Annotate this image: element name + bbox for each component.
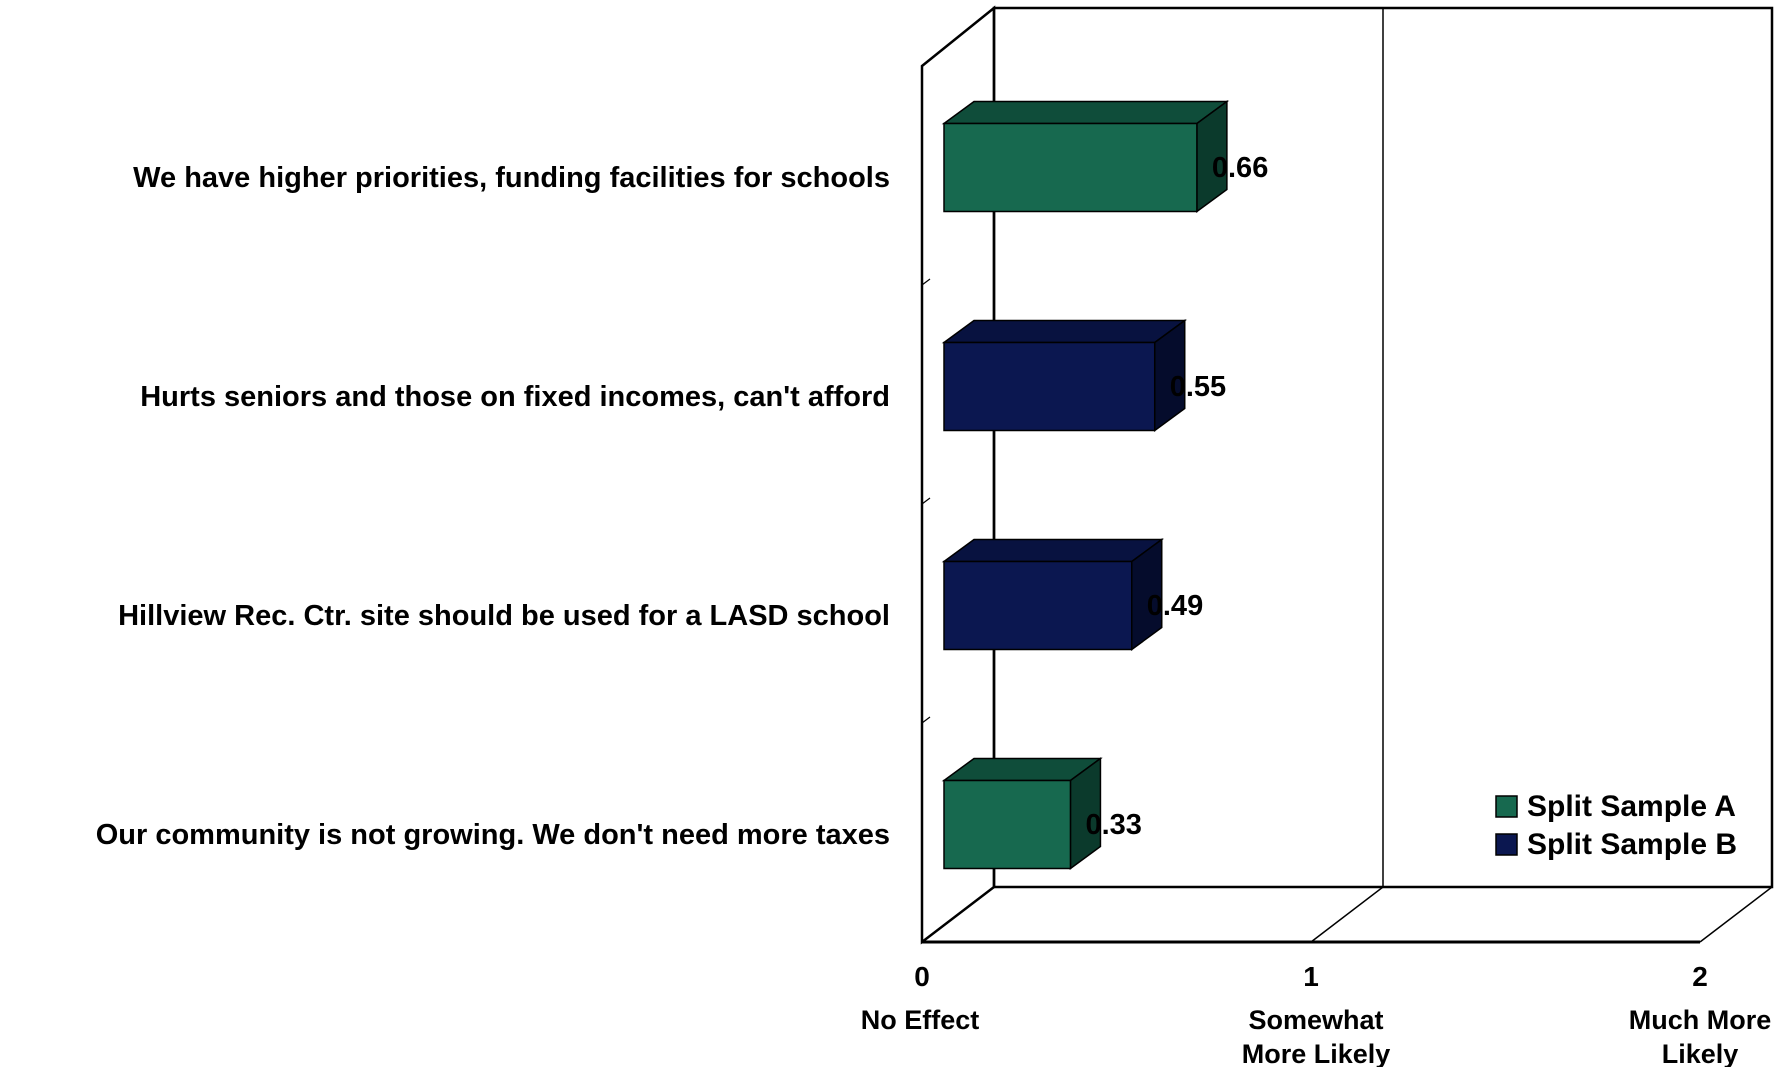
chart-bars	[941, 100, 1230, 870]
x-tick-desc-0-0: No Effect	[861, 1005, 980, 1035]
chart-legend: Split Sample A Split Sample B	[1495, 790, 1737, 861]
category-tick-1	[921, 278, 931, 286]
bar-3	[943, 779, 1072, 870]
bar-0	[943, 122, 1198, 213]
category-tick-3	[921, 716, 931, 724]
data-label-0: 0.66	[1212, 152, 1268, 184]
category-tick-2	[921, 497, 931, 505]
data-label-2: 0.49	[1147, 590, 1203, 622]
data-label-1: 0.55	[1170, 371, 1226, 403]
x-tick-desc-2-1: Likely	[1662, 1039, 1739, 1067]
legend-label-1: Split Sample B	[1527, 828, 1737, 861]
bar-top-1	[941, 319, 1188, 344]
x-tick-label-0: 0	[914, 961, 930, 992]
category-label-0: We have higher priorities, funding facil…	[133, 162, 890, 194]
bar-1	[943, 341, 1156, 432]
bar-2	[943, 560, 1133, 651]
category-label-2: Hillview Rec. Ctr. site should be used f…	[118, 600, 890, 632]
x-tick-label-1: 1	[1303, 961, 1319, 992]
floor-diagonal-1	[1310, 886, 1384, 943]
side-wall	[920, 5, 996, 945]
legend-swatch-1	[1495, 833, 1518, 856]
floor-diagonal-2	[1699, 886, 1773, 943]
x-tick-desc-1-1: More Likely	[1242, 1039, 1391, 1067]
chart-labels: 0.66 We have higher priorities, funding f…	[96, 152, 1772, 1067]
category-label-1: Hurts seniors and those on fixed incomes…	[140, 381, 890, 413]
bar-top-2	[941, 538, 1165, 563]
x-tick-desc-1-0: Somewhat	[1248, 1005, 1383, 1035]
bar-top-0	[941, 100, 1230, 125]
x-tick-desc-2-0: Much More	[1629, 1005, 1772, 1035]
category-label-3: Our community is not growing. We don't n…	[96, 819, 890, 851]
x-tick-label-2: 2	[1692, 961, 1708, 992]
legend-label-0: Split Sample A	[1527, 790, 1736, 823]
data-label-3: 0.33	[1085, 809, 1141, 841]
legend-swatch-0	[1495, 795, 1518, 818]
